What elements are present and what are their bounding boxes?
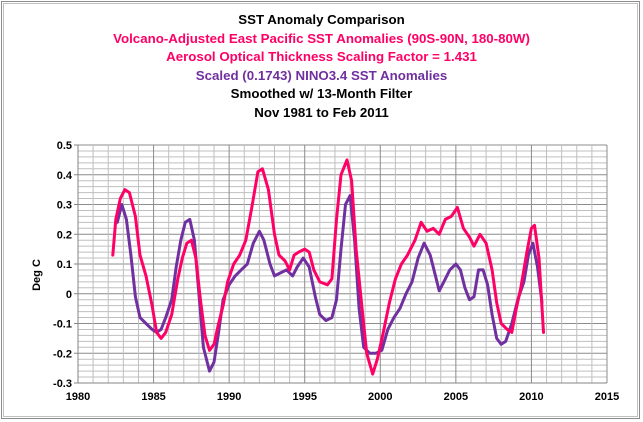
chart-inner-border bbox=[3, 3, 638, 417]
y-tick-label: -0.2 bbox=[53, 348, 72, 360]
chart-titles: SST Anomaly Comparison Volcano-Adjusted … bbox=[0, 11, 643, 123]
chart-subtitle-5: Nov 1981 to Feb 2011 bbox=[254, 104, 389, 120]
chart-subtitle-3: Scaled (0.1743) NINO3.4 SST Anomalies bbox=[195, 67, 448, 83]
y-tick-label: 0.2 bbox=[57, 229, 72, 241]
x-tick-label: 2005 bbox=[444, 391, 468, 403]
y-tick-labels: 0.5 0.4 0.3 0.2 0.1 0 -0.1 -0.2 -0.3 bbox=[53, 140, 78, 390]
x-tick-labels: 1980 1985 1990 1995 2000 2005 2010 2015 bbox=[66, 391, 619, 403]
y-tick-label: 0.5 bbox=[57, 140, 72, 152]
y-tick-label: 0 bbox=[66, 289, 72, 301]
chart-subtitle-1: Volcano-Adjusted East Pacific SST Anomal… bbox=[113, 30, 530, 46]
chart-subtitle-2: Aerosol Optical Thickness Scaling Factor… bbox=[166, 49, 477, 65]
x-tick-label: 2000 bbox=[368, 391, 392, 403]
y-axis-label: Deg C bbox=[31, 259, 43, 291]
series-lines bbox=[111, 158, 545, 376]
chart-subtitle-4: Smoothed w/ 13-Month Filter bbox=[230, 86, 413, 102]
series-line-scaled-nino34 bbox=[115, 194, 544, 373]
y-tick-label: 0.1 bbox=[57, 259, 72, 271]
y-tick-label: -0.1 bbox=[53, 319, 72, 331]
x-tick-label: 1980 bbox=[66, 391, 90, 403]
x-tick-label: 2015 bbox=[595, 391, 619, 403]
chart-title: SST Anomaly Comparison bbox=[238, 12, 405, 27]
y-tick-label: 0.4 bbox=[57, 170, 73, 182]
y-tick-label: 0.3 bbox=[57, 200, 72, 212]
series-line-volcano-adjusted-sst bbox=[111, 158, 545, 376]
x-tick-label: 1995 bbox=[292, 391, 316, 403]
x-tick-label: 1985 bbox=[141, 391, 165, 403]
x-tick-label: 2010 bbox=[519, 391, 543, 403]
x-tick-label: 1990 bbox=[217, 391, 241, 403]
y-tick-label: -0.3 bbox=[53, 378, 72, 390]
